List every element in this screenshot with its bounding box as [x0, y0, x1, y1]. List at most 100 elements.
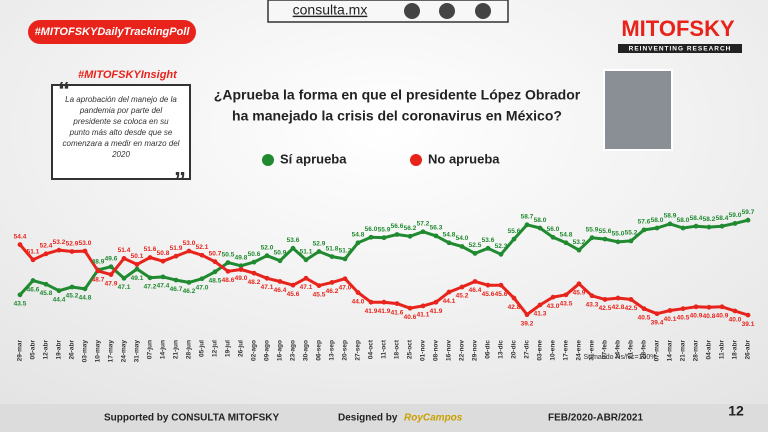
data-label: 57.6	[638, 219, 651, 226]
point	[498, 282, 504, 288]
data-label: 45.2	[66, 293, 79, 300]
point	[225, 268, 231, 274]
data-label: 45.8	[40, 290, 53, 297]
data-label: 50.6	[248, 251, 261, 258]
x-tick-label: 26-abr	[745, 340, 752, 360]
data-label: 41.6	[391, 309, 404, 316]
data-label: 42.5	[625, 305, 638, 312]
point	[17, 292, 23, 298]
x-tick-label: 20-dic	[511, 340, 518, 359]
x-tick-label: 22-nov	[459, 340, 466, 361]
x-tick-label: 11-abr	[719, 340, 726, 360]
site[interactable]: consulta.mx	[293, 2, 368, 18]
data-label: 55.6	[508, 228, 521, 235]
point	[368, 299, 374, 305]
point	[706, 224, 712, 230]
data-label: 52.3	[495, 243, 508, 250]
point	[69, 284, 75, 290]
point	[615, 239, 621, 245]
youtube-icon[interactable]	[475, 3, 491, 19]
x-tick-label: 24-may	[121, 340, 128, 363]
data-label: 54.8	[560, 231, 573, 238]
data-label: 51.8	[326, 245, 339, 252]
x-tick-label: 03-may	[82, 340, 89, 363]
point	[407, 233, 413, 239]
point	[485, 282, 491, 288]
point	[511, 295, 517, 301]
point	[550, 234, 556, 240]
x-tick-label: 14-jun	[160, 340, 167, 359]
x-tick-label: 28-jun	[186, 340, 193, 359]
point	[186, 248, 192, 254]
data-label: 46.4	[274, 287, 287, 294]
twitter-icon[interactable]	[404, 3, 420, 19]
x-tick-label: 04-abr	[706, 340, 713, 360]
x-tick-label: 21-jun	[173, 340, 180, 359]
data-label: 41.9	[430, 308, 443, 315]
insight-line: 2020	[111, 150, 130, 159]
point	[225, 260, 231, 265]
x-tick-label: 26-abr	[69, 340, 76, 360]
data-label: 49.6	[105, 255, 118, 262]
data-label: 46.2	[183, 288, 196, 295]
point	[95, 268, 101, 274]
x-tick-label: 13-sep	[329, 340, 336, 361]
point	[693, 304, 699, 310]
point	[108, 264, 114, 270]
data-label: 55.9	[378, 226, 391, 233]
data-label: 44.8	[79, 295, 92, 302]
x-tick-label: 31-ene	[589, 340, 596, 361]
data-label: 53.2	[53, 239, 66, 246]
data-label: 53.6	[287, 237, 300, 244]
data-label: 41.9	[378, 308, 391, 315]
brand: MITOFSKY	[621, 16, 735, 41]
point	[420, 229, 426, 235]
x-tick-label: 19-jul	[225, 340, 232, 357]
point	[30, 278, 36, 283]
x-tick-label: 19-abr	[56, 340, 63, 360]
data-label: 58.0	[677, 217, 690, 224]
tagline-bar	[618, 44, 742, 53]
data-label: 40.5	[638, 314, 651, 321]
x-tick-label: 07-feb	[602, 340, 609, 359]
point	[680, 306, 686, 312]
legend-label: Sí aprueba	[280, 151, 347, 166]
point	[745, 217, 751, 223]
insight-line: presidente se coloca en su	[72, 117, 169, 126]
data-label: 49.0	[235, 275, 248, 282]
chart-title: ¿Aprueba la forma en que el presidente L…	[214, 87, 581, 103]
point	[524, 312, 530, 318]
data-label: 49.1	[131, 275, 144, 282]
data-label: 40.1	[664, 316, 677, 323]
data-label: 47.1	[300, 284, 313, 291]
point	[303, 275, 309, 281]
insight-tag: #MITOFSKYInsight	[78, 69, 178, 81]
x-tick-label: 14-mar	[667, 340, 674, 362]
insight-line: La aprobación del manejo de la	[65, 95, 177, 104]
point	[56, 247, 62, 253]
x-tick-label: 01-nov	[420, 340, 427, 361]
data-label: 57.2	[417, 220, 430, 227]
data-label: 52.5	[469, 242, 482, 249]
x-tick-label: 17-may	[108, 340, 115, 363]
x-tick-label: 27-sep	[355, 340, 362, 361]
x-tick-label: 16-nov	[446, 340, 453, 361]
point	[537, 302, 543, 308]
data-label: 51.4	[118, 247, 131, 254]
point	[355, 240, 361, 246]
point	[17, 242, 23, 248]
x-tick-label: 06-dic	[485, 340, 492, 359]
data-label: 58.7	[521, 214, 534, 221]
point	[277, 279, 283, 284]
x-tick-label: 21-feb	[628, 340, 635, 359]
designed: Designed by	[338, 413, 398, 424]
facebook-icon[interactable]	[439, 3, 455, 19]
data-label: 51.3	[339, 248, 352, 255]
x-tick-label: 08-nov	[433, 340, 440, 361]
data-label: 48.6	[222, 277, 235, 284]
point	[329, 280, 335, 285]
data-label: 58.4	[690, 215, 703, 222]
x-tick-label: 04-oct	[368, 339, 375, 359]
point	[277, 258, 283, 264]
point	[238, 267, 244, 272]
